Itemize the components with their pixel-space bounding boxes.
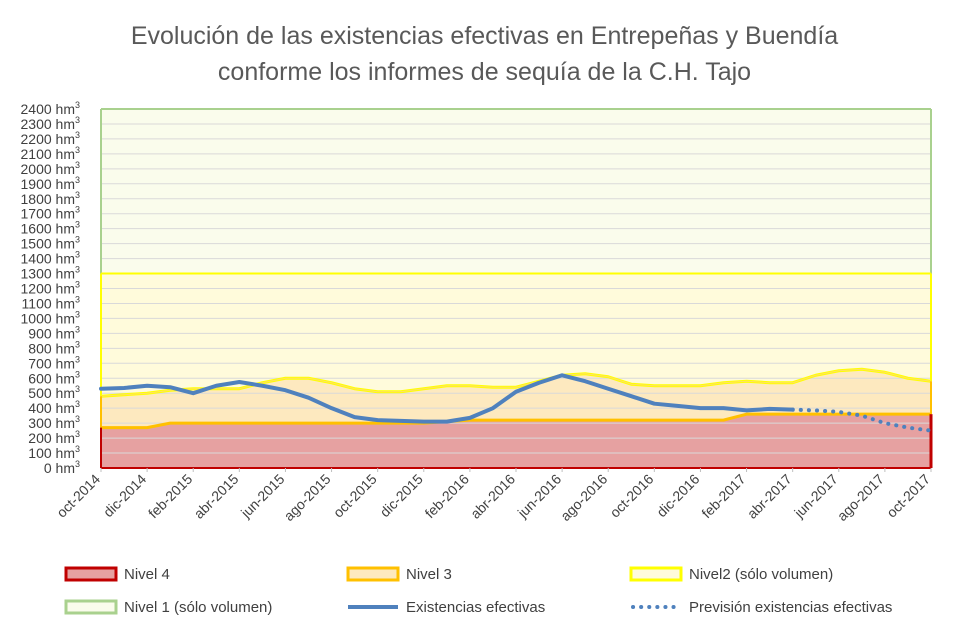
legend-label-prevision: Previsión existencias efectivas xyxy=(689,599,892,616)
y-tick-label: 800 hm3 xyxy=(28,339,80,356)
y-tick-label: 1200 hm3 xyxy=(21,280,81,297)
legend-swatch-nivel2 xyxy=(629,566,683,582)
y-tick-label: 1500 hm3 xyxy=(21,235,81,252)
y-tick-label: 2300 hm3 xyxy=(21,115,81,132)
y-tick-unit-exponent: 3 xyxy=(75,369,80,379)
x-tick-label: oct-2015 xyxy=(330,471,380,521)
y-tick-label: 1600 hm3 xyxy=(21,220,81,237)
x-tick-label: feb-2015 xyxy=(145,471,196,522)
x-tick-label: abr-2017 xyxy=(744,471,795,522)
y-tick-unit-exponent: 3 xyxy=(75,429,80,439)
y-tick-label: 1300 hm3 xyxy=(21,265,81,282)
y-tick-unit-exponent: 3 xyxy=(75,265,80,275)
x-tick-label: oct-2016 xyxy=(607,471,657,521)
x-tick-label: jun-2017 xyxy=(790,471,841,522)
y-tick-label: 300 hm3 xyxy=(28,414,80,431)
y-tick-unit-exponent: 3 xyxy=(75,115,80,125)
y-tick-unit-exponent: 3 xyxy=(75,160,80,170)
x-tick-label: jun-2015 xyxy=(237,471,288,522)
x-tick-label: abr-2015 xyxy=(191,471,242,522)
y-tick-label: 100 hm3 xyxy=(28,444,80,461)
y-tick-label: 2000 hm3 xyxy=(21,160,81,177)
y-tick-unit-exponent: 3 xyxy=(75,339,80,349)
legend: Nivel 4 Nivel 3 Nivel2 (sólo volumen) Nivel… xyxy=(64,566,892,616)
x-tick-label: ago-2016 xyxy=(557,471,610,524)
y-tick-unit-exponent: 3 xyxy=(75,205,80,215)
legend-label-nivel3: Nivel 3 xyxy=(406,566,452,583)
x-tick-label: dic-2014 xyxy=(100,471,149,520)
y-tick-unit-exponent: 3 xyxy=(75,130,80,140)
legend-label-nivel1: Nivel 1 (sólo volumen) xyxy=(124,599,272,616)
nivel4-top-line xyxy=(101,412,931,430)
y-tick-label: 1000 hm3 xyxy=(21,309,81,326)
y-tick-label: 900 hm3 xyxy=(28,324,80,341)
y-tick-label: 2200 hm3 xyxy=(21,130,81,147)
y-tick-unit-exponent: 3 xyxy=(75,354,80,364)
y-tick-unit-exponent: 3 xyxy=(75,235,80,245)
y-tick-label: 600 hm3 xyxy=(28,369,80,386)
chart-title-line-2: conforme los informes de sequía de la C.… xyxy=(217,58,752,86)
y-tick-unit-exponent: 3 xyxy=(75,399,80,409)
nivel4-area xyxy=(101,414,931,468)
y-tick-unit-exponent: 3 xyxy=(75,459,80,469)
chart-title-line-1: Evolución de las existencias efectivas e… xyxy=(130,22,839,50)
legend-swatch-nivel1 xyxy=(64,599,118,615)
y-tick-label: 2100 hm3 xyxy=(21,145,81,162)
y-tick-label: 1800 hm3 xyxy=(21,190,81,207)
legend-label-existencias: Existencias efectivas xyxy=(406,599,545,616)
y-tick-label: 200 hm3 xyxy=(28,429,80,446)
y-tick-unit-exponent: 3 xyxy=(75,384,80,394)
chart-title: Evolución de las existencias efectivas e… xyxy=(0,18,969,90)
x-tick-label: ago-2015 xyxy=(281,471,334,524)
legend-swatch-nivel3 xyxy=(346,566,400,582)
y-tick-unit-exponent: 3 xyxy=(75,414,80,424)
y-tick-unit-exponent: 3 xyxy=(75,190,80,200)
x-tick-label: jun-2016 xyxy=(514,471,565,522)
legend-swatch-nivel4 xyxy=(64,566,118,582)
band-outlines xyxy=(100,108,933,469)
legend-label-nivel2: Nivel2 (sólo volumen) xyxy=(689,566,833,583)
y-tick-label: 1900 hm3 xyxy=(21,175,81,192)
y-tick-label: 700 hm3 xyxy=(28,354,80,371)
y-tick-label: 400 hm3 xyxy=(28,399,80,416)
y-tick-unit-exponent: 3 xyxy=(75,145,80,155)
y-tick-unit-exponent: 3 xyxy=(75,100,80,110)
x-tick-label: dic-2016 xyxy=(653,471,702,520)
y-tick-unit-exponent: 3 xyxy=(75,280,80,290)
y-tick-label: 500 hm3 xyxy=(28,384,80,401)
nivel3-top-inner-line xyxy=(100,368,932,397)
x-axis: oct-2014dic-2014feb-2015abr-2015jun-2015… xyxy=(53,468,933,524)
y-tick-unit-exponent: 3 xyxy=(75,220,80,230)
x-tick-label: ago-2017 xyxy=(834,471,887,524)
x-tick-label: oct-2014 xyxy=(53,471,103,521)
nivel2-area xyxy=(101,273,931,397)
y-tick-unit-exponent: 3 xyxy=(75,175,80,185)
y-tick-unit-exponent: 3 xyxy=(75,250,80,260)
y-tick-label: 2400 hm3 xyxy=(21,100,81,117)
nivel1-area xyxy=(101,109,931,274)
x-tick-label: dic-2015 xyxy=(377,471,426,520)
series-lines xyxy=(99,373,933,433)
y-tick-label: 1700 hm3 xyxy=(21,205,81,222)
y-tick-label: 0 hm3 xyxy=(44,459,80,476)
legend-label-nivel4: Nivel 4 xyxy=(124,566,170,583)
y-tick-unit-exponent: 3 xyxy=(75,324,80,334)
y-tick-label: 1100 hm3 xyxy=(22,294,80,311)
x-tick-label: feb-2017 xyxy=(698,471,749,522)
y-tick-unit-exponent: 3 xyxy=(75,309,80,319)
x-tick-label: abr-2016 xyxy=(467,471,518,522)
existencias-line xyxy=(99,373,795,424)
prevision-line xyxy=(790,407,933,433)
y-tick-unit-exponent: 3 xyxy=(75,294,80,304)
x-tick-label: feb-2016 xyxy=(422,471,473,522)
y-tick-unit-exponent: 3 xyxy=(75,444,80,454)
x-tick-label: oct-2017 xyxy=(883,471,933,521)
y-tick-label: 1400 hm3 xyxy=(21,250,81,267)
